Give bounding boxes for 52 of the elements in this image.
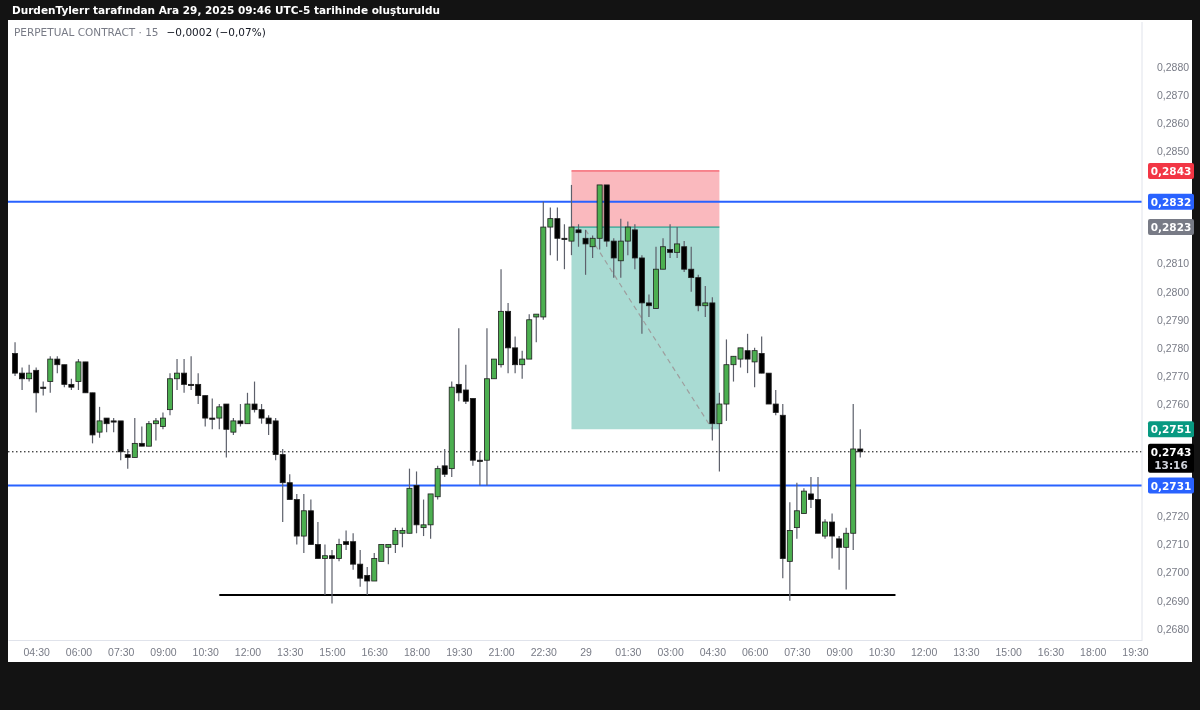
y-tick-label: 0,2700	[1157, 566, 1190, 579]
x-tick-label: 04:30	[23, 646, 50, 659]
chart-subtitle: −0,0002 (−0,07%)	[166, 26, 266, 38]
x-tick-label: 06:00	[65, 646, 93, 659]
x-tick-label: 18:00	[1080, 646, 1107, 659]
y-tick-label: 0,2790	[1157, 313, 1190, 326]
ref-line-label: 0,2731	[1150, 479, 1192, 492]
y-tick-label: 0,2780	[1157, 341, 1190, 354]
x-tick-label: 09:00	[826, 646, 853, 659]
x-tick-label: 10:30	[868, 646, 896, 659]
x-tick-label: 19:30	[1122, 646, 1149, 659]
y-tick-label: 0,2760	[1157, 397, 1190, 410]
x-tick-label: 10:30	[192, 646, 220, 659]
x-tick-label: 09:00	[150, 646, 177, 659]
x-tick-label: 12:00	[911, 646, 938, 659]
text: DurdenTylerr tarafından Ara 29, 2025 09:46 UTC-5 tarihinde oluşturuldu	[12, 4, 440, 16]
x-tick-label: 13:30	[277, 646, 304, 659]
x-tick-label: 12:00	[234, 646, 262, 659]
y-tick-label: 0,2690	[1157, 594, 1190, 607]
x-tick-label: 29	[580, 646, 593, 659]
y-tick-label: 0,2860	[1157, 116, 1190, 129]
y-tick-label: 0,2810	[1157, 257, 1190, 270]
x-tick-label: 07:30	[784, 646, 811, 659]
chart-title: PERPETUAL CONTRACT · 15	[14, 26, 159, 38]
text: 0,2823	[1150, 221, 1192, 234]
x-tick-label: 04:30	[699, 646, 727, 659]
x-tick-label: 19:30	[446, 646, 473, 659]
x-tick-label: 18:00	[403, 646, 431, 659]
x-tick-label: 01:30	[615, 646, 642, 659]
y-tick-label: 0,2870	[1157, 88, 1190, 101]
y-tick-label: 0,2720	[1157, 510, 1190, 523]
ref-line-label: 0,2832	[1150, 195, 1192, 208]
y-tick-label: 0,2710	[1157, 538, 1190, 551]
ref-line-label: 0,2743	[1150, 445, 1192, 458]
y-tick-label: 0,2850	[1157, 145, 1190, 158]
x-tick-label: 22:30	[530, 646, 558, 659]
text: 0,2843	[1150, 164, 1192, 177]
text: 13:16	[1154, 458, 1188, 471]
x-tick-label: 15:00	[319, 646, 346, 659]
text: 0,2751	[1150, 423, 1192, 436]
y-tick-label: 0,2880	[1157, 60, 1190, 73]
y-tick-label: 0,2770	[1157, 369, 1190, 382]
x-tick-label: 07:30	[108, 646, 135, 659]
x-tick-label: 06:00	[741, 646, 769, 659]
y-tick-label: 0,2800	[1157, 285, 1190, 298]
x-tick-label: 15:00	[995, 646, 1022, 659]
x-tick-label: 13:30	[953, 646, 980, 659]
x-tick-label: 16:30	[361, 646, 389, 659]
x-tick-label: 21:00	[488, 646, 515, 659]
x-tick-label: 03:00	[657, 646, 684, 659]
x-tick-label: 16:30	[1037, 646, 1065, 659]
y-tick-label: 0,2680	[1157, 622, 1190, 635]
